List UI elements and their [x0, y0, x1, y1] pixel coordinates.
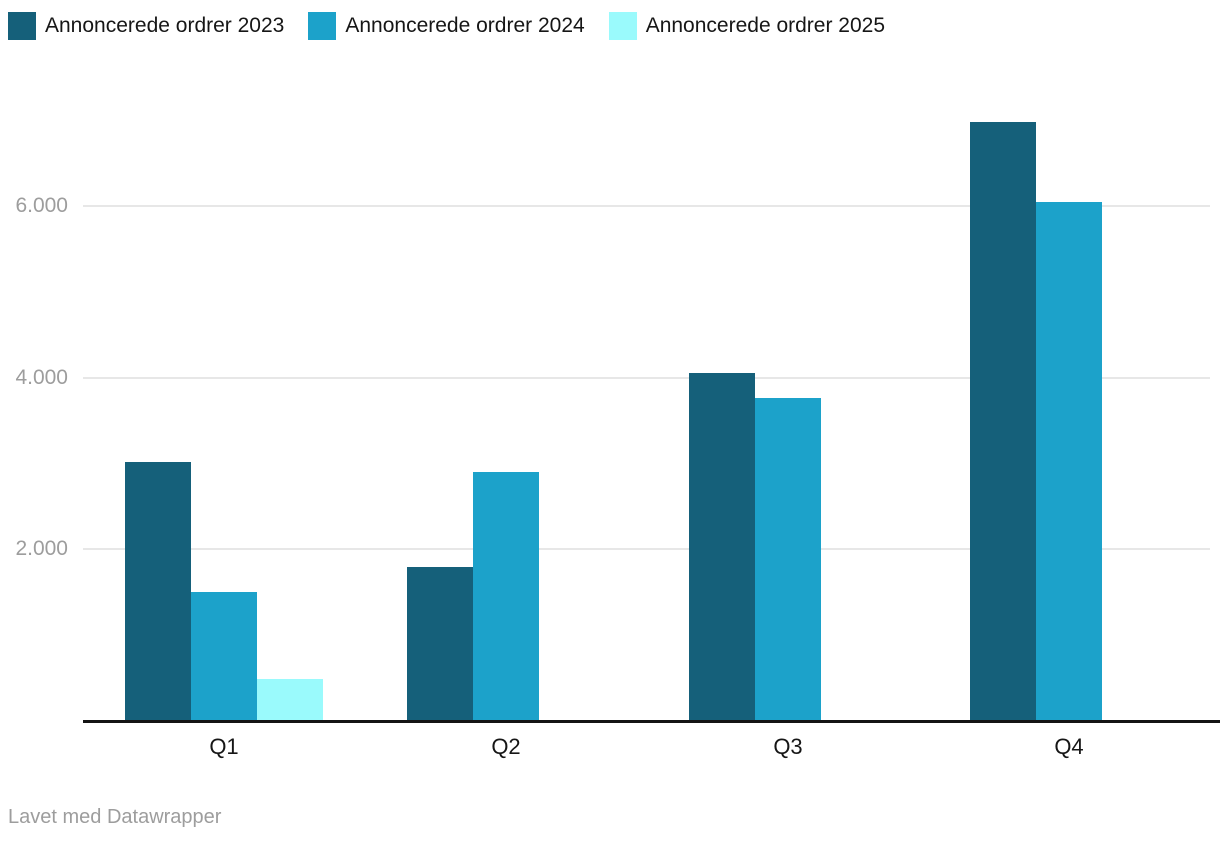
datawrapper-attribution-link[interactable]: Lavet med Datawrapper — [8, 806, 222, 828]
bar-q3-2023[interactable] — [689, 372, 755, 721]
legend-label-2025: Annoncerede ordrer 2025 — [645, 14, 886, 37]
bar-q1-2024[interactable] — [191, 592, 257, 721]
y-tick-label-4000: 4.000 — [15, 365, 68, 389]
legend-item-2024: Annoncerede ordrer 2024 — [308, 12, 585, 40]
x-axis-label-q2: Q2 — [491, 734, 521, 759]
x-axis-label-q4: Q4 — [1054, 734, 1084, 759]
legend-item-2025: Annoncerede ordrer 2025 — [608, 12, 886, 40]
legend-label-2024: Annoncerede ordrer 2024 — [345, 14, 585, 37]
y-tick-label-2000: 2.000 — [15, 537, 68, 561]
y-tick-label-6000: 6.000 — [15, 194, 68, 218]
legend: Annoncerede ordrer 2023 Annoncerede ordr… — [8, 12, 885, 40]
gridline-2000 — [83, 548, 1210, 551]
gridline-6000 — [83, 205, 1210, 208]
bar-q3-2024[interactable] — [755, 398, 821, 721]
legend-label-2023: Annoncerede ordrer 2023 — [45, 14, 285, 37]
bar-q1-2025[interactable] — [257, 678, 323, 721]
x-axis-label-q1: Q1 — [209, 734, 239, 759]
x-axis-line — [83, 720, 1220, 723]
bar-q2-2023[interactable] — [407, 566, 473, 721]
legend-swatch-2023 — [8, 12, 36, 40]
gridline-4000 — [83, 376, 1210, 379]
bar-q4-2024[interactable] — [1036, 201, 1102, 721]
bar-q4-2023[interactable] — [970, 122, 1036, 721]
legend-swatch-2024 — [308, 12, 337, 40]
legend-item-2023: Annoncerede ordrer 2023 — [8, 12, 284, 40]
bar-q1-2023[interactable] — [125, 461, 191, 721]
bar-q2-2024[interactable] — [473, 472, 539, 721]
legend-swatch-2025 — [608, 12, 637, 40]
x-axis-label-q3: Q3 — [773, 734, 803, 759]
